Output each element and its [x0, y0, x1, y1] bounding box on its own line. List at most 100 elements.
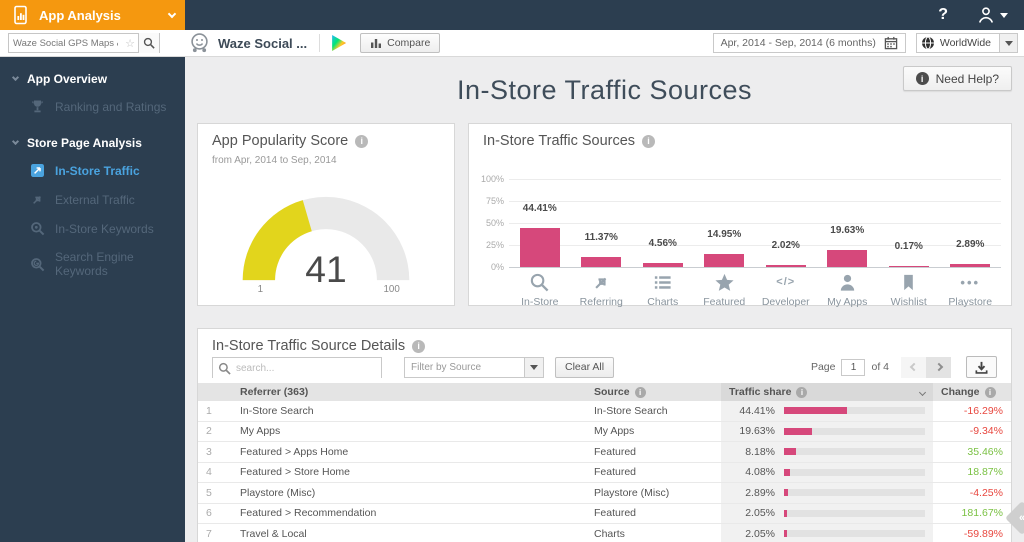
chevron-down-icon — [999, 34, 1017, 52]
in-store-traffic-icon — [31, 164, 44, 177]
chevron-down-icon — [1000, 12, 1008, 18]
bar-developer[interactable] — [765, 265, 806, 267]
help-icon[interactable] — [938, 6, 948, 24]
header-traffic-share[interactable]: Traffic share — [721, 383, 933, 401]
sidebar-section-app-overview[interactable]: App Overview — [0, 57, 185, 92]
header-change[interactable]: Change — [933, 383, 1011, 401]
search-icon — [531, 273, 549, 291]
row-source: Playstore (Misc) — [594, 486, 670, 499]
product-name: App Analysis — [39, 7, 121, 23]
table-body: 1 In-Store Search In-Store Search 44.41% -16… — [198, 401, 1011, 542]
table-row[interactable]: 5 Playstore (Misc) Playstore (Misc) 2.89% -4… — [198, 483, 1011, 504]
category-in-store[interactable]: In-Store — [509, 272, 571, 308]
app-analysis-menu-button[interactable]: App Analysis — [0, 0, 185, 30]
traffic-share-bar — [784, 509, 925, 517]
section-label: Store Page Analysis — [27, 136, 142, 150]
current-app-name: Waze Social ... — [218, 35, 308, 51]
trophy-icon — [32, 100, 43, 113]
panel-title: App Popularity Score — [212, 133, 349, 149]
google-play-icon — [332, 35, 347, 51]
traffic-share-bar — [784, 427, 925, 435]
category-developer[interactable]: Developer — [755, 272, 817, 308]
row-referrer: Featured > Recommendation — [240, 507, 377, 520]
previous-page-button[interactable] — [901, 356, 926, 378]
filter-by-source-select[interactable]: Filter by Source — [404, 356, 544, 378]
category-my-apps[interactable]: My Apps — [817, 272, 879, 308]
table-row[interactable]: 2 My Apps My Apps 19.63% -9.34% — [198, 421, 1011, 442]
globe-icon — [921, 36, 934, 50]
category-playstore[interactable]: Playstore — [940, 272, 1002, 308]
info-icon[interactable] — [355, 134, 369, 148]
table-search-box — [212, 356, 382, 378]
sidebar-item-in-store-traffic[interactable]: In-Store Traffic — [0, 156, 185, 185]
main-content: In-Store Traffic Sources Need Help? App … — [185, 57, 1024, 542]
header-index-column — [198, 383, 232, 401]
bar-referring[interactable] — [581, 257, 622, 267]
sidebar-item-search-engine-keywords[interactable]: Search Engine Keywords — [0, 243, 185, 285]
category-charts[interactable]: Charts — [632, 272, 694, 308]
bar-in-store[interactable] — [519, 227, 560, 267]
sidebar: App Overview Ranking and Ratings Store P… — [0, 57, 185, 542]
star-icon — [715, 273, 734, 291]
top-bar: App Analysis — [0, 0, 1024, 30]
category-wishlist[interactable]: Wishlist — [878, 272, 940, 308]
row-index: 2 — [206, 425, 212, 438]
table-row[interactable]: 6 Featured > Recommendation Featured 2.05% 1… — [198, 503, 1011, 524]
region-select[interactable]: WorldWide — [915, 33, 1018, 53]
calendar-icon — [884, 36, 898, 50]
info-icon[interactable] — [642, 134, 656, 148]
info-icon — [796, 386, 808, 398]
header-referrer[interactable]: Referrer (363) — [240, 386, 309, 398]
favorite-star-icon[interactable] — [122, 37, 138, 50]
header-source[interactable]: Source — [586, 383, 721, 401]
sidebar-section-store-page-analysis[interactable]: Store Page Analysis — [0, 121, 185, 156]
category-label: In-Store — [521, 296, 559, 308]
bar-my-apps[interactable] — [827, 249, 868, 267]
compare-button[interactable]: Compare — [360, 33, 441, 53]
traffic-share-bar — [784, 468, 925, 476]
category-featured[interactable]: Featured — [694, 272, 756, 308]
sidebar-item-in-store-keywords[interactable]: In-Store Keywords — [0, 214, 185, 243]
table-row[interactable]: 1 In-Store Search In-Store Search 44.41% -16… — [198, 401, 1011, 422]
item-label: Ranking and Ratings — [55, 99, 167, 114]
user-menu-button[interactable] — [976, 5, 1008, 25]
date-range-picker[interactable]: Apr, 2014 - Sep, 2014 (6 months) — [712, 33, 906, 53]
traffic-share-bar — [784, 530, 925, 538]
search-submit-button[interactable] — [138, 33, 159, 53]
bar-value-label: 44.41% — [522, 202, 557, 214]
app-search-input[interactable] — [9, 37, 123, 49]
category-label: Featured — [703, 296, 746, 308]
table-row[interactable]: 4 Featured > Store Home Featured 4.08% 18.87… — [198, 462, 1011, 483]
table-row[interactable]: 3 Featured > Apps Home Featured 8.18% 35.46% — [198, 442, 1011, 463]
need-help-button[interactable]: Need Help? — [902, 66, 1012, 91]
page-number-input[interactable] — [841, 358, 866, 376]
chevron-down-icon — [167, 9, 177, 18]
bar-playstore[interactable] — [950, 264, 991, 267]
row-index: 5 — [206, 486, 212, 499]
row-change: 35.46% — [967, 445, 1003, 458]
traffic-share-bar — [784, 489, 925, 497]
table-row[interactable]: 7 Travel & Local Charts 2.05% -59.89% — [198, 524, 1011, 542]
row-traffic-share: 19.63% — [721, 421, 933, 441]
current-app[interactable]: Waze Social ... — [188, 32, 307, 54]
row-traffic-share: 2.05% — [721, 524, 933, 542]
info-icon[interactable] — [412, 339, 426, 353]
row-index: 1 — [206, 404, 212, 417]
row-referrer: Featured > Store Home — [240, 466, 351, 479]
bar-featured[interactable] — [704, 253, 745, 267]
next-page-button[interactable] — [926, 356, 951, 378]
y-axis-tick: 0% — [490, 262, 504, 272]
item-label: Search Engine Keywords — [55, 250, 134, 278]
category-referring[interactable]: Referring — [571, 272, 633, 308]
code-icon — [776, 276, 795, 288]
table-search-input[interactable] — [213, 358, 381, 378]
bar-wishlist[interactable] — [888, 265, 929, 267]
bar-charts[interactable] — [642, 263, 683, 267]
sidebar-item-external-traffic[interactable]: External Traffic — [0, 185, 185, 214]
export-button[interactable] — [966, 356, 997, 378]
clear-all-button[interactable]: Clear All — [555, 356, 615, 378]
sidebar-item-ranking-and-ratings[interactable]: Ranking and Ratings — [0, 92, 185, 121]
traffic-sources-panel: In-Store Traffic Sources 100% 75% 50% 25… — [468, 123, 1012, 308]
bar-value-label: 2.89% — [956, 239, 985, 251]
